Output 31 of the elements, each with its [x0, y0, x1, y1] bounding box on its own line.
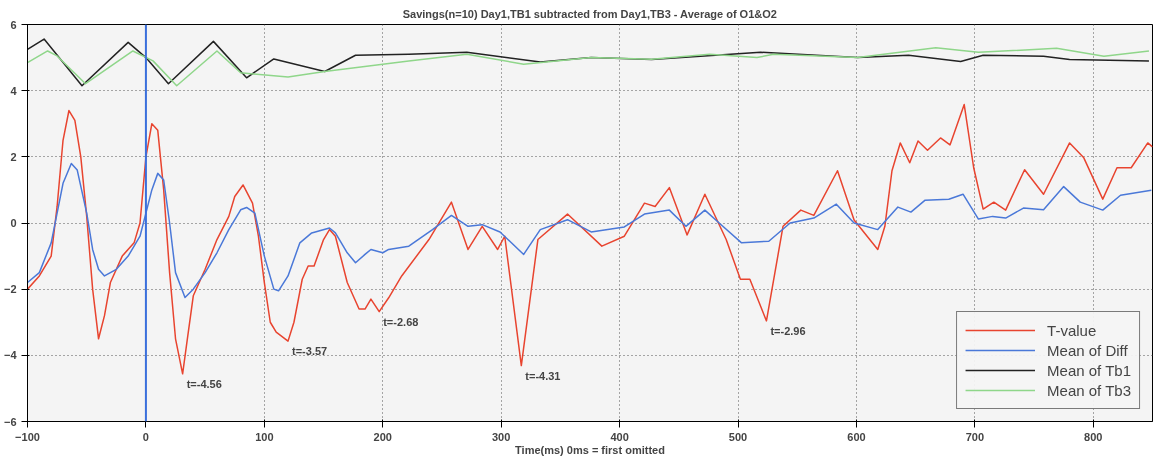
line-series [27, 46, 1150, 87]
x-axis-title: Time(ms) 0ms = first omitted [515, 443, 665, 456]
x-tick-label: 400 [610, 430, 629, 443]
line-series [27, 38, 1150, 87]
annotation: t=-4.31 [525, 369, 561, 382]
legend-label: Mean of Tb3 [1047, 381, 1131, 399]
x-tick-label: 700 [965, 430, 985, 443]
y-tick-label: 6 [10, 18, 17, 31]
legend-label: Mean of Diff [1047, 341, 1128, 359]
line-series [27, 162, 1153, 299]
x-tick-label: 300 [492, 430, 511, 443]
y-tick-label: −2 [3, 283, 17, 296]
annotation: t=-4.56 [186, 377, 222, 390]
x-tick-label: 0 [142, 430, 149, 443]
x-tick-label: 600 [847, 430, 866, 443]
y-tick-label: −6 [3, 415, 17, 428]
y-tick-label: 2 [10, 150, 17, 163]
y-tick-label: 0 [10, 217, 17, 229]
y-tick-label: −4 [3, 349, 18, 362]
annotation: t=-2.96 [770, 324, 806, 337]
x-tick-label: 100 [255, 430, 274, 443]
x-tick-label: 200 [373, 430, 392, 443]
legend-label: T-value [1047, 321, 1097, 339]
legend-label: Mean of Tb1 [1047, 361, 1131, 379]
x-tick-label: 500 [728, 430, 748, 443]
chart-title: Savings(n=10) Day1,TB1 subtracted from Day1,TB3 - Average of O1&O2 [402, 7, 777, 20]
annotation: t=-2.68 [383, 315, 419, 328]
y-tick-label: 4 [10, 84, 18, 97]
x-tick-label: −100 [15, 430, 40, 443]
annotation: t=-3.57 [292, 345, 328, 358]
x-tick-label: 800 [1084, 430, 1103, 443]
